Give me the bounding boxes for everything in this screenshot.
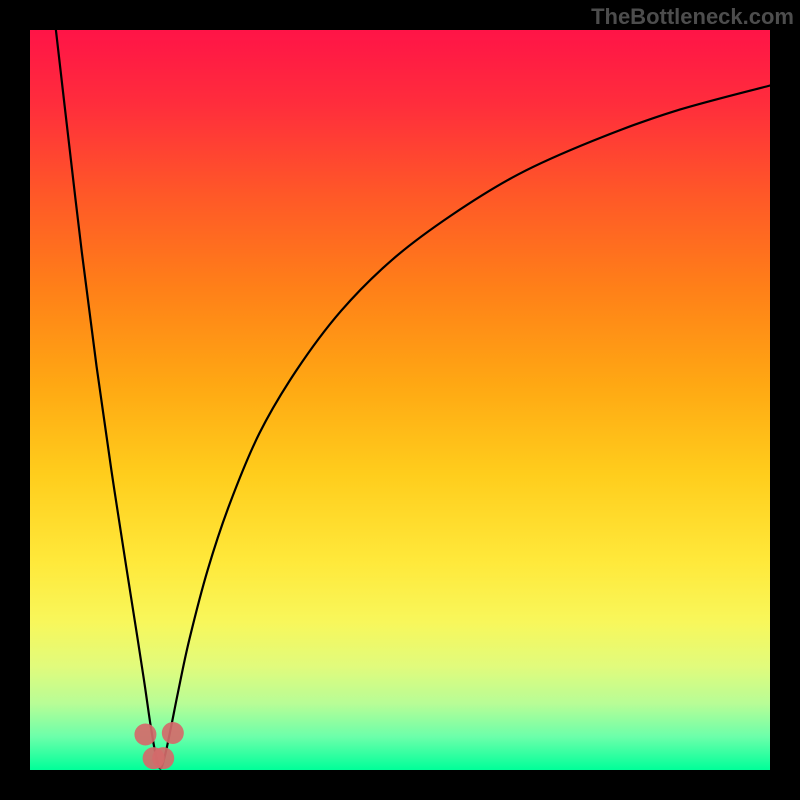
bottleneck-curve — [56, 30, 770, 769]
curve-overlay — [30, 30, 770, 770]
highlight-marker — [162, 722, 184, 744]
plot-area — [30, 30, 770, 770]
watermark-label: TheBottleneck.com — [591, 4, 794, 30]
chart-container: TheBottleneck.com — [0, 0, 800, 800]
highlight-marker — [152, 747, 174, 769]
highlight-marker — [134, 723, 156, 745]
highlight-markers — [134, 722, 183, 769]
